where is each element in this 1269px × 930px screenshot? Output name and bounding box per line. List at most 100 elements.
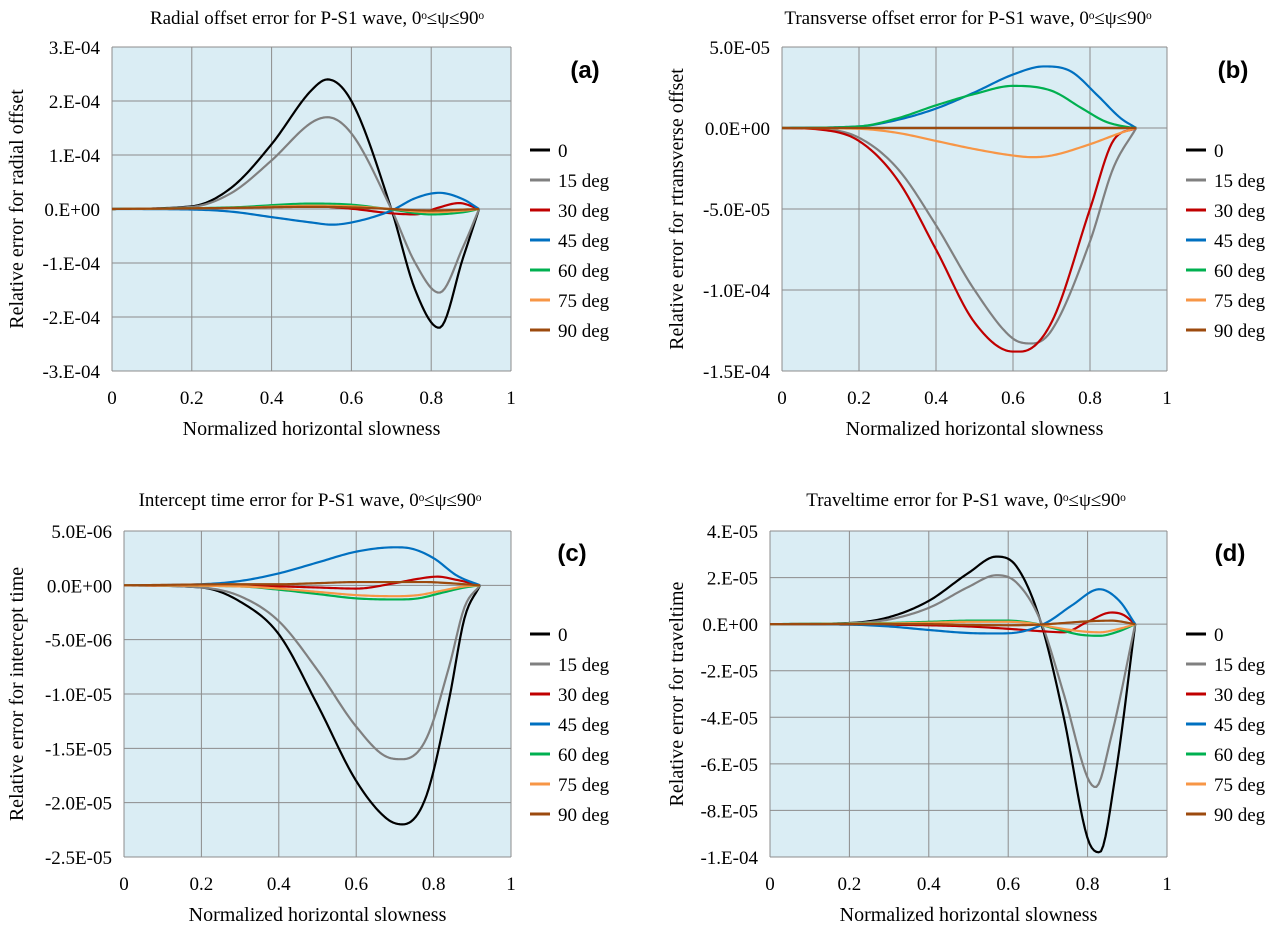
series-line-90-deg — [770, 619, 1136, 627]
x-tick-label: 0 — [765, 874, 775, 895]
series-line-90-deg — [123, 580, 481, 587]
x-tick-label: 0.6 — [344, 874, 368, 895]
y-tick-label: -2.5E-05 — [45, 848, 112, 869]
legend-label: 30 deg — [1214, 685, 1266, 706]
legend-label: 60 deg — [1214, 261, 1266, 282]
x-tick-label: 1 — [1162, 388, 1172, 409]
legend: 0 15 deg 30 deg 45 deg 60 deg 75 deg 90 deg — [1186, 141, 1266, 342]
x-tick-label: 0.4 — [924, 388, 948, 409]
y-axis-label: Relative error for rtransverse offset — [666, 68, 688, 350]
legend-label: 90 deg — [1214, 805, 1266, 826]
x-tick-label: 1 — [1162, 874, 1172, 895]
y-tick-label: -1.5E-04 — [703, 362, 771, 383]
chart-panel-c: 0 0.2 0.4 0.6 0.8 1 5.0E-06 0.0E+00 -5.0E-06 -1.0… — [6, 490, 610, 926]
legend-label: 90 deg — [1214, 321, 1266, 342]
y-tick-label: -5.0E-05 — [703, 200, 770, 221]
y-tick-label: 2.E-05 — [707, 569, 758, 590]
x-tick-label: 0.6 — [996, 874, 1020, 895]
y-tick-label: -2.E-04 — [42, 308, 100, 329]
x-tick-label: 0.6 — [340, 388, 364, 409]
panel-label: (c) — [557, 540, 586, 567]
legend-label: 15 deg — [558, 655, 610, 676]
y-tick-label: -1.E-04 — [700, 848, 758, 869]
x-tick-label: 0.2 — [180, 388, 204, 409]
legend-label: 45 deg — [1214, 715, 1266, 736]
legend-label: 45 deg — [558, 231, 610, 252]
legend-label: 0 — [1214, 141, 1224, 162]
legend-label: 0 — [558, 141, 568, 162]
x-tick-label: 0.2 — [190, 874, 214, 895]
x-tick-label: 0.4 — [917, 874, 941, 895]
legend-label: 30 deg — [558, 685, 610, 706]
x-tick-label: 0 — [777, 388, 787, 409]
legend-label: 0 — [1214, 625, 1224, 646]
x-tick-label: 0.6 — [1001, 388, 1025, 409]
legend-label: 75 deg — [1214, 775, 1266, 796]
chart-title: Intercept time error for P-S1 wave, 0ᵒ≤ψ… — [139, 490, 482, 511]
legend-label: 75 deg — [558, 291, 610, 312]
y-tick-label: 5.0E-05 — [709, 38, 770, 59]
y-tick-label: -1.5E-05 — [45, 739, 112, 760]
chart-panel-a: 0 0.2 0.4 0.6 0.8 1 3.E-04 2.E-04 1.E-04 0.E+00 -1… — [6, 8, 610, 440]
y-tick-label: -5.0E-06 — [45, 631, 112, 652]
y-tick-label: -1.E-04 — [42, 254, 100, 275]
series-line-90-deg — [111, 205, 480, 212]
chart-title: Radial offset error for P-S1 wave, 0ᵒ≤ψ≤… — [150, 8, 485, 29]
panel-label: (a) — [570, 57, 599, 84]
legend-label: 15 deg — [1214, 171, 1266, 192]
y-tick-label: 0.0E+00 — [47, 576, 112, 597]
x-tick-label: 0.8 — [1078, 388, 1102, 409]
legend: 0 15 deg 30 deg 45 deg 60 deg 75 deg 90 deg — [530, 141, 610, 342]
panel-label: (b) — [1218, 57, 1249, 84]
y-tick-label: -1.0E-04 — [703, 281, 771, 302]
y-tick-label: -6.E-05 — [700, 755, 758, 776]
x-axis-label: Normalized horizontal slowness — [183, 418, 441, 440]
legend-label: 90 deg — [558, 805, 610, 826]
y-axis-label: Relative error for intercept time — [6, 567, 28, 821]
x-tick-label: 0.2 — [847, 388, 871, 409]
x-axis-label: Normalized horizontal slowness — [846, 418, 1104, 440]
legend-label: 0 — [558, 625, 568, 646]
legend-label: 60 deg — [558, 261, 610, 282]
y-tick-label: -1.0E-05 — [45, 685, 112, 706]
legend-label: 75 deg — [558, 775, 610, 796]
x-tick-label: 0.2 — [838, 874, 862, 895]
plot-area — [770, 531, 1167, 857]
y-tick-label: 2.E-04 — [49, 92, 101, 113]
legend-label: 15 deg — [558, 171, 610, 192]
chart-title: Transverse offset error for P-S1 wave, 0… — [784, 8, 1152, 29]
legend-label: 45 deg — [1214, 231, 1266, 252]
x-tick-label: 0 — [119, 874, 129, 895]
y-tick-label: 3.E-04 — [49, 38, 101, 59]
y-tick-label: 4.E-05 — [707, 522, 758, 543]
x-tick-label: 0.4 — [267, 874, 291, 895]
y-tick-label: -8.E-05 — [700, 801, 758, 822]
chart-panel-b: 0 0.2 0.4 0.6 0.8 1 5.0E-05 0.0E+00 -5.0E-05 -1.0… — [666, 8, 1266, 440]
legend-label: 15 deg — [1214, 655, 1266, 676]
legend: 0 15 deg 30 deg 45 deg 60 deg 75 deg 90 deg — [1186, 625, 1266, 826]
x-tick-label: 1 — [506, 874, 516, 895]
x-axis-label: Normalized horizontal slowness — [189, 904, 447, 925]
y-tick-label: -2.E-05 — [700, 662, 758, 683]
x-tick-label: 0 — [107, 388, 117, 409]
legend-label: 30 deg — [1214, 201, 1266, 222]
chart-panel-d: 0 0.2 0.4 0.6 0.8 1 4.E-05 2.E-05 0.E+00 -2.E-05 -… — [666, 490, 1266, 926]
y-tick-label: -3.E-04 — [42, 362, 100, 383]
y-tick-label: 0.E+00 — [702, 615, 758, 636]
x-axis-label: Normalized horizontal slowness — [840, 904, 1098, 925]
legend: 0 15 deg 30 deg 45 deg 60 deg 75 deg 90 deg — [530, 625, 610, 826]
series-line-30-deg — [781, 126, 1137, 353]
y-tick-label: 0.E+00 — [44, 200, 100, 221]
y-tick-label: 0.0E+00 — [705, 119, 770, 140]
legend-label: 45 deg — [558, 715, 610, 736]
y-tick-label: 5.0E-06 — [51, 522, 112, 543]
x-tick-label: 1 — [506, 388, 516, 409]
y-tick-label: -2.0E-05 — [45, 794, 112, 815]
x-tick-label: 0.4 — [260, 388, 284, 409]
chart-title: Traveltime error for P-S1 wave, 0ᵒ≤ψ≤90ᵒ — [806, 490, 1126, 511]
x-tick-label: 0.8 — [1076, 874, 1100, 895]
x-tick-label: 0.8 — [422, 874, 446, 895]
panel-label: (d) — [1215, 540, 1246, 567]
